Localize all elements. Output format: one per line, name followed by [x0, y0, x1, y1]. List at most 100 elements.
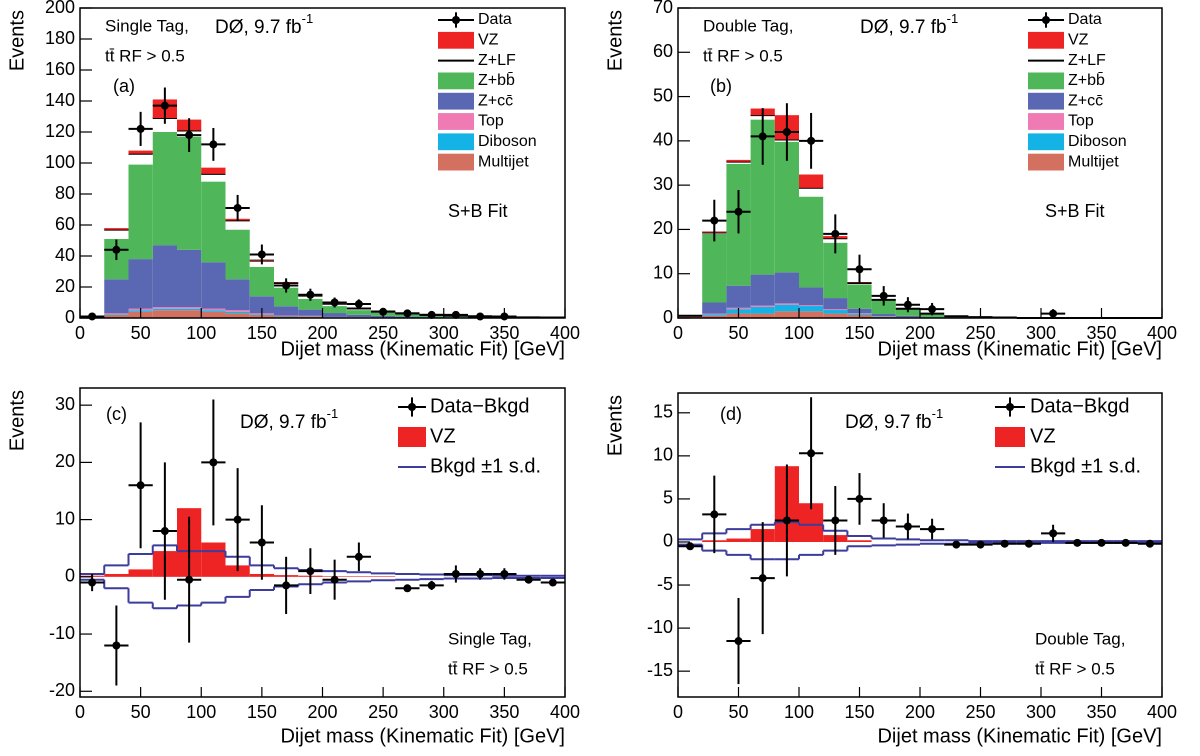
data-point — [354, 552, 363, 561]
y-tick-label: -5 — [657, 574, 673, 594]
legend-label: Z+cc̄ — [1068, 92, 1103, 109]
data-point — [734, 207, 743, 216]
y-tick-label: 10 — [653, 262, 673, 282]
histogram-bar — [823, 298, 848, 310]
legend-marker — [408, 403, 416, 411]
data-point — [257, 250, 266, 259]
histogram-bar — [774, 311, 799, 318]
x-tick-label: 0 — [673, 323, 683, 343]
luminosity-exponent: -1 — [327, 406, 339, 421]
histogram-bar — [322, 306, 347, 314]
histogram-bar — [177, 249, 202, 308]
panel: 0 50 100 150 200 250 300 350 400 -15 -10 -5 0 5 10 15 Di… — [604, 392, 1177, 747]
data-point — [209, 140, 218, 149]
histogram-bar — [774, 304, 799, 312]
histogram-bar — [201, 262, 226, 309]
data-point — [451, 310, 460, 319]
y-axis-label: Events — [604, 395, 626, 456]
y-tick-label: -10 — [647, 617, 673, 637]
histogram-bar — [823, 310, 848, 314]
legend-swatch — [438, 133, 474, 151]
data-point — [1049, 309, 1058, 318]
histogram-bar — [298, 298, 323, 310]
histogram-bar — [871, 300, 896, 315]
x-tick-label: 300 — [429, 702, 459, 722]
y-tick-label: 20 — [653, 218, 673, 238]
legend-swatch — [1028, 153, 1064, 171]
legend-swatch — [1028, 31, 1064, 49]
data-point — [112, 641, 121, 650]
y-tick-label: 100 — [45, 152, 75, 172]
histogram-bar — [799, 305, 824, 307]
legend-swatch — [438, 31, 474, 49]
y-tick-label: 40 — [55, 245, 75, 265]
x-tick-label: 150 — [247, 323, 277, 343]
y-tick-label: 120 — [45, 121, 75, 141]
x-tick-label: 0 — [75, 702, 85, 722]
y-tick-label: 20 — [55, 276, 75, 296]
panel-label: (c) — [106, 404, 127, 424]
x-tick-label: 350 — [1086, 323, 1116, 343]
legend-label: Z+LF — [478, 52, 516, 69]
tag-label: tt̄ RF > 0.5 — [448, 659, 528, 678]
data-point — [903, 522, 912, 531]
histogram-bar — [225, 310, 250, 312]
histogram-bar — [128, 153, 153, 165]
tag-label: Double Tag, — [703, 16, 793, 35]
legend-label: VZ — [478, 32, 499, 49]
y-tick-label: 140 — [45, 90, 75, 110]
x-axis-label: Dijet mass (Kinematic Fit) [GeV] — [877, 725, 1162, 747]
histogram-bar — [750, 306, 775, 314]
data-point — [185, 131, 194, 140]
histogram-bar — [128, 259, 153, 309]
legend-label: Top — [478, 113, 504, 130]
data-point — [476, 569, 485, 578]
data-point — [476, 312, 485, 321]
data-point — [710, 216, 719, 225]
legend-swatch — [1028, 133, 1064, 151]
tag-label: Single Tag, — [105, 16, 189, 35]
histogram-bar — [249, 296, 274, 314]
data-point — [306, 567, 315, 576]
histogram-bar — [847, 540, 872, 542]
data-point — [330, 575, 339, 584]
x-tick-label: 100 — [186, 702, 216, 722]
histogram-bar — [201, 311, 226, 318]
data-point — [233, 203, 242, 212]
legend-label: Z+bb̄ — [1068, 72, 1105, 89]
x-tick-label: 200 — [905, 702, 935, 722]
luminosity-exponent: -1 — [932, 406, 944, 421]
legend-marker — [1006, 403, 1014, 411]
histogram-bar — [104, 314, 129, 315]
y-tick-label: 30 — [55, 394, 75, 414]
fit-label: S+B Fit — [448, 201, 508, 221]
x-axis-label: Dijet mass (Kinematic Fit) [GeV] — [280, 338, 565, 360]
legend-swatch — [398, 427, 426, 447]
legend-label: Diboson — [1068, 133, 1127, 150]
histogram-bar — [799, 503, 824, 542]
panel: 0 50 100 150 200 250 300 350 400 -20 -10 0 10 20 30 Dij… — [6, 387, 580, 747]
histogram-bar — [152, 308, 177, 311]
legend-swatch — [995, 427, 1025, 447]
histogram-bar — [702, 233, 727, 303]
tag-label: tt̄ RF > 0.5 — [105, 46, 185, 65]
histogram-bar — [225, 279, 250, 311]
luminosity: DØ, 9.7 fb-1 — [240, 406, 338, 433]
legend-label: Z+bb̄ — [478, 72, 515, 89]
legend-swatch — [1028, 113, 1064, 130]
histogram-bar — [702, 315, 727, 318]
data-point — [686, 542, 695, 551]
x-tick-label: 0 — [673, 702, 683, 722]
histogram-bar — [201, 167, 226, 174]
y-tick-label: 10 — [55, 508, 75, 528]
histogram-bar — [104, 573, 129, 577]
luminosity-text: DØ, 9.7 fb — [845, 412, 932, 433]
data-point — [1000, 539, 1009, 548]
x-tick-label: 300 — [1026, 323, 1056, 343]
luminosity-text: DØ, 9.7 fb — [860, 17, 947, 38]
histogram-bar — [799, 287, 824, 306]
y-tick-label: 5 — [663, 488, 673, 508]
legend-label: Top — [1068, 113, 1094, 130]
data-point — [1145, 539, 1154, 548]
tag-label: tt̄ RF > 0.5 — [703, 46, 783, 65]
